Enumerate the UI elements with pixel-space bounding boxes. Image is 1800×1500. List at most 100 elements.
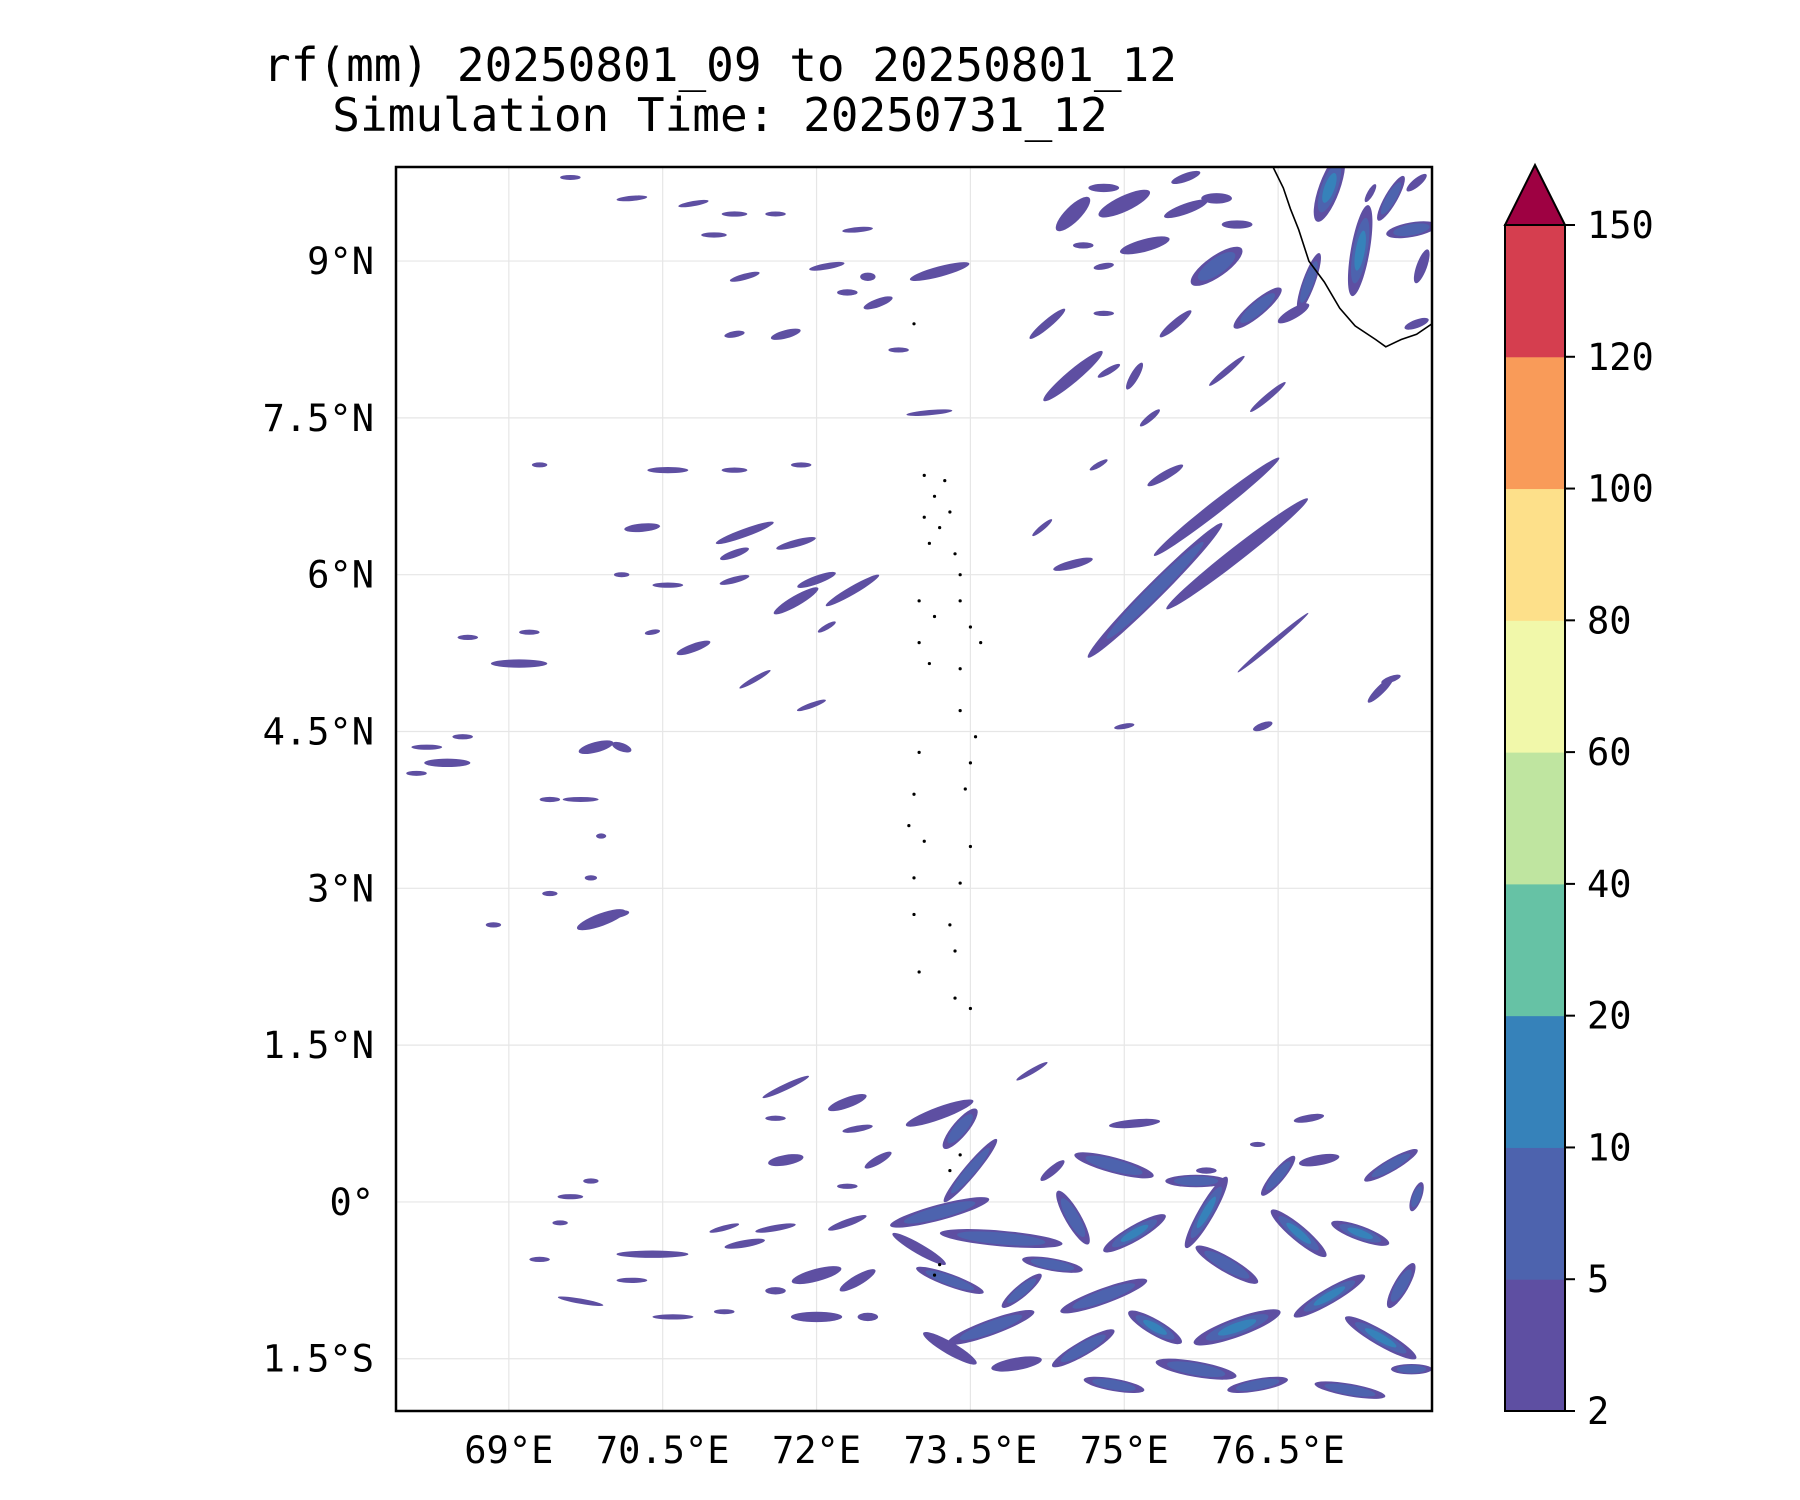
lat-tick-labels: 9°N 7.5°N 6°N 4.5°N 3°N 1.5°N 0° 1.5°S <box>263 240 374 1381</box>
lon-tick-label: 72°E <box>772 1429 861 1472</box>
rain-cell <box>825 574 880 607</box>
rain-cell <box>616 195 648 202</box>
rain-cell <box>923 1331 977 1365</box>
rain-cell <box>842 1124 873 1133</box>
rain-cell-core <box>1240 293 1276 324</box>
rain-cell <box>839 1269 876 1292</box>
rain-cell <box>1196 1167 1217 1174</box>
rain-cell <box>1406 173 1427 192</box>
rain-cell <box>1053 557 1093 571</box>
rain-cell-core <box>1390 1269 1412 1302</box>
rain-cell <box>485 922 502 928</box>
rain-cell <box>1032 519 1053 537</box>
rain-cell-core <box>1196 1196 1216 1229</box>
rain-cell <box>1364 184 1377 203</box>
colorbar-band <box>1505 1147 1565 1280</box>
rain-cell <box>1093 310 1115 316</box>
rain-cell-core <box>1324 1383 1376 1397</box>
rain-cell-core <box>1371 1153 1411 1178</box>
rain-cell <box>596 833 607 839</box>
rain-cell <box>790 462 812 468</box>
maldives-island <box>912 912 916 917</box>
rain-cell-core <box>947 1114 973 1144</box>
rain-cell <box>719 547 750 561</box>
rain-cell-core <box>1396 1365 1427 1374</box>
maldives-island <box>958 1153 962 1157</box>
lon-tick-label: 76.5°E <box>1211 1429 1345 1472</box>
rain-cell <box>892 1232 946 1266</box>
maldives-island <box>917 599 921 603</box>
rain-cell <box>1159 310 1192 338</box>
rain-cell-core <box>1030 1258 1075 1271</box>
rain-cell <box>739 669 771 689</box>
rain-cell <box>863 296 893 310</box>
rain-cell <box>1126 362 1144 390</box>
maldives-island <box>968 761 973 765</box>
rain-cell-core <box>1322 172 1337 203</box>
rain-cell <box>1088 183 1120 193</box>
rain-cell <box>490 659 548 668</box>
rain-cell <box>1139 409 1160 427</box>
rain-cell <box>713 1309 735 1315</box>
rain-cell <box>797 571 836 588</box>
rain-cell <box>1293 1113 1325 1123</box>
colorbar-tick-label: 2 <box>1587 1390 1609 1433</box>
maldives-island <box>958 573 962 577</box>
maldives-island <box>917 970 921 974</box>
rain-cell <box>888 347 909 353</box>
rain-cell <box>791 1266 842 1285</box>
lat-tick-label: 1.5°S <box>263 1338 374 1381</box>
rain-cell <box>828 1215 867 1231</box>
colorbar-band <box>1505 620 1565 753</box>
lon-tick-label: 73.5°E <box>904 1429 1038 1472</box>
maldives-island <box>953 552 957 556</box>
maldives-island <box>968 625 973 629</box>
rain-cell <box>1153 457 1280 556</box>
rain-cell <box>768 1154 804 1167</box>
maldives-island <box>953 949 957 953</box>
rain-cell <box>721 211 748 217</box>
rain-cell <box>864 1151 892 1169</box>
rain-cell <box>1072 242 1094 249</box>
rain-cell <box>676 640 711 656</box>
rain-cell <box>715 521 774 545</box>
rain-cell <box>842 226 873 233</box>
rain-cell <box>519 629 540 635</box>
rain-cell <box>1108 1118 1161 1129</box>
rain-cell-core <box>1120 1224 1149 1242</box>
rain-cell <box>562 796 599 802</box>
maldives-island <box>968 1006 973 1011</box>
rain-cell <box>765 211 786 217</box>
rain-cell <box>909 262 970 281</box>
rain-cell <box>624 523 661 533</box>
rain-cell <box>765 1115 786 1121</box>
rain-cell <box>827 1094 867 1112</box>
rain-cell <box>857 1312 879 1322</box>
colorbar-band <box>1505 488 1565 621</box>
colorbar-tick-label: 5 <box>1587 1258 1609 1301</box>
rain-cell <box>406 770 427 776</box>
rain-cell <box>1413 249 1430 284</box>
maldives-island <box>968 844 973 849</box>
map-frame <box>394 165 1434 1413</box>
rain-cell <box>613 572 630 578</box>
lat-tick-label: 6°N <box>307 554 374 597</box>
rain-cell <box>1253 721 1273 732</box>
rain-cell <box>411 744 443 750</box>
maldives-island <box>917 750 921 755</box>
rain-cell <box>603 910 630 919</box>
rain-cell <box>583 1178 599 1184</box>
rain-cell <box>647 467 689 474</box>
colorbar-band <box>1505 225 1565 358</box>
rain-cell <box>1404 317 1429 330</box>
colorbar-band <box>1505 356 1565 490</box>
rainfall-field <box>406 167 1432 1399</box>
rain-cell <box>906 409 953 416</box>
rain-cell <box>817 621 836 633</box>
rain-cell-core <box>1173 1176 1219 1186</box>
maldives-island <box>922 839 926 843</box>
rain-cell-core <box>1166 1361 1226 1378</box>
colorbar-extend-arrow <box>1503 162 1567 226</box>
rain-cell <box>1055 196 1091 232</box>
